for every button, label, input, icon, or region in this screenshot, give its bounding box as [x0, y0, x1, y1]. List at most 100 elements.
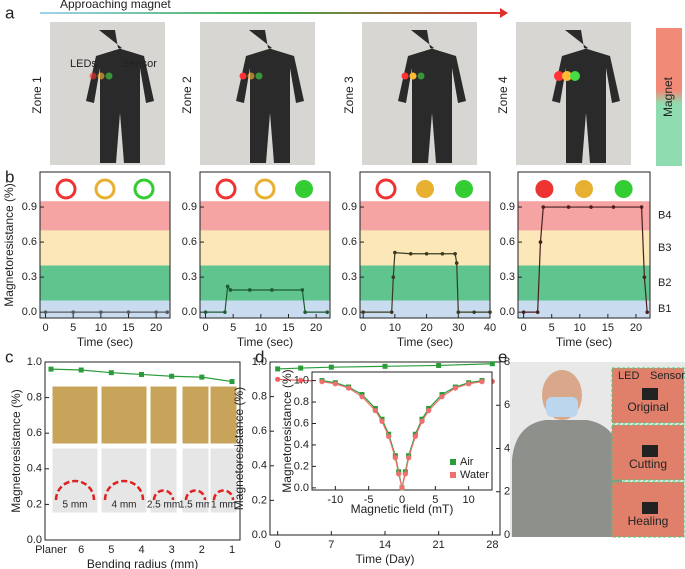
marker: [126, 310, 131, 314]
led-indicator: [575, 180, 593, 198]
led: [562, 71, 572, 81]
y-tick-label: 0.8: [252, 391, 267, 403]
marker: [228, 288, 233, 292]
arrow-head: [500, 8, 508, 18]
x-tick-label: -10: [327, 494, 343, 506]
marker: [298, 365, 304, 371]
marker: [382, 363, 388, 369]
legend-label: Water: [460, 469, 489, 481]
led: [105, 72, 113, 80]
marker: [408, 251, 413, 256]
bend-photo: [181, 385, 210, 445]
led-indicator: [55, 178, 77, 200]
marker: [300, 288, 305, 292]
marker: [439, 394, 445, 400]
y-tick-label: 0.9: [342, 201, 357, 213]
led: [417, 72, 425, 80]
marker: [538, 240, 543, 244]
marker: [372, 408, 378, 414]
marker: [154, 310, 158, 314]
legend-swatch: [450, 459, 456, 465]
y-axis-label: Magnetoresistance (%): [232, 387, 246, 510]
marker: [639, 205, 644, 209]
bend-photo: [149, 385, 178, 445]
marker: [270, 288, 274, 292]
x-tick-label: 2: [199, 544, 205, 556]
band: [360, 230, 490, 266]
marker: [541, 205, 546, 209]
band: [518, 201, 650, 231]
e-label: Cutting: [629, 457, 667, 471]
x-tick-label: 14: [379, 539, 391, 551]
x-tick-label: 40: [484, 322, 496, 334]
x-tick-label: 10: [389, 322, 401, 334]
band: [200, 201, 330, 231]
marker: [361, 310, 365, 314]
bend-label: 4 mm: [112, 500, 137, 511]
band: [360, 201, 490, 231]
x-tick-label: 4: [138, 544, 144, 556]
band: [200, 230, 330, 266]
x-tick-label: 20: [310, 322, 322, 334]
x-tick-label: 5: [549, 322, 555, 334]
led-indicator: [254, 178, 276, 200]
x-axis-label: Time (sec): [397, 335, 453, 349]
y-tick-label: 0.4: [294, 439, 309, 451]
x-tick-label: 30: [452, 322, 464, 334]
x-tick-label: 6: [78, 544, 84, 556]
marker: [452, 385, 458, 391]
y-tick-label: 0.0: [500, 306, 515, 318]
device: [642, 445, 658, 457]
x-tick-label: 1: [229, 544, 235, 556]
x-tick-label: Planer: [35, 544, 67, 556]
bend-photo: [100, 385, 148, 445]
marker: [589, 205, 593, 209]
marker: [386, 433, 392, 439]
x-axis-label: Bending radius (mm): [87, 557, 198, 569]
inset-photo: [611, 367, 685, 424]
panel-letter: e: [498, 347, 507, 366]
led: [239, 72, 247, 80]
x-tick-label: 3: [169, 544, 175, 556]
marker: [645, 310, 649, 314]
zone-label: Zone 2: [180, 76, 194, 114]
marker: [436, 362, 442, 368]
y-tick-label: 0.0: [294, 482, 309, 494]
led-indicator: [455, 180, 473, 198]
marker: [359, 394, 365, 400]
marker: [412, 433, 418, 439]
bend-label: 1 mm: [211, 500, 236, 511]
marker: [566, 205, 571, 209]
bend-diagram: [149, 447, 178, 514]
marker: [139, 371, 144, 377]
y-tick-label: 0.2: [294, 460, 309, 472]
band: [40, 230, 170, 266]
marker: [642, 275, 647, 279]
zone-label: Zone 3: [342, 76, 356, 114]
y-tick-label: 1.0: [252, 356, 267, 368]
plot-frame: [39, 171, 171, 319]
y-tick-label: 0.8: [294, 396, 309, 408]
panel-letter: b: [5, 167, 14, 186]
y-tick-label: 0.9: [22, 201, 37, 213]
x-tick-label: 28: [486, 539, 498, 551]
band-label: B4: [658, 210, 671, 222]
band: [200, 300, 330, 318]
y-tick-label: 0.8: [27, 392, 42, 404]
x-tick-label: 20: [420, 322, 432, 334]
x-tick-label: 10: [95, 322, 107, 334]
legend-swatch: [450, 472, 456, 478]
band: [518, 265, 650, 301]
y2-tick-label: 2: [504, 486, 510, 498]
marker: [78, 367, 84, 373]
band-label: B1: [658, 303, 671, 315]
panel-letter: a: [5, 3, 15, 22]
silhouette: [552, 30, 620, 163]
panel-letter: d: [255, 347, 264, 366]
led: [409, 72, 417, 80]
x-tick-label: 5: [70, 322, 76, 334]
silhouette: [86, 30, 154, 163]
bend-label: 1.5 mm: [179, 500, 212, 511]
marker: [472, 310, 476, 314]
bend-photo: [209, 385, 238, 445]
